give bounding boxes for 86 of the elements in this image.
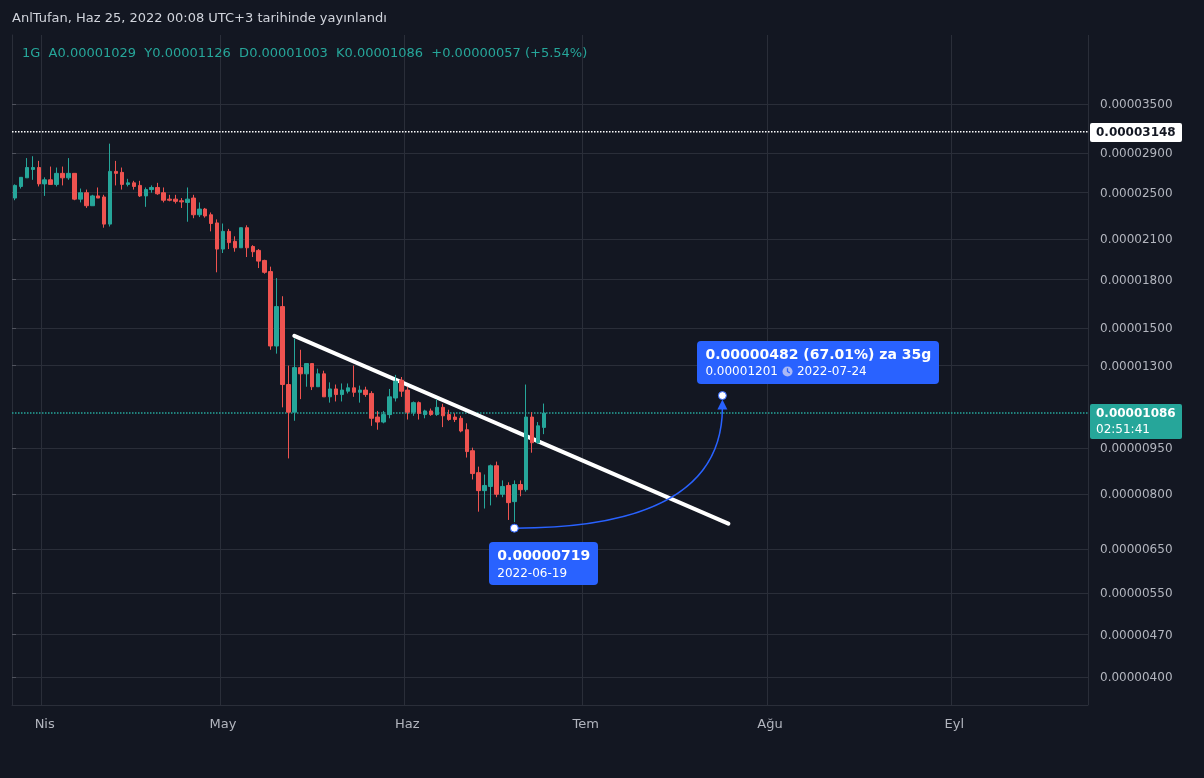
y-tick-label: 0.00000550 (1100, 585, 1173, 600)
candlestick (203, 207, 207, 219)
annotation: 0.00000482 (67.01%) za 35g (705, 344, 932, 364)
candlestick (78, 188, 83, 203)
y-tick-label: 0.00001500 (1100, 320, 1173, 335)
candlestick (90, 194, 95, 207)
candlestick (138, 180, 142, 198)
x-tick-label: Nis (34, 716, 55, 731)
candlestick (185, 186, 190, 223)
y-tick-label: 0.00003500 (1100, 96, 1173, 111)
candlestick (215, 218, 219, 273)
candlestick (227, 228, 231, 250)
candlestick (304, 363, 309, 388)
y-tick-label: 0.00002900 (1100, 146, 1173, 161)
candlestick (328, 381, 332, 404)
candlestick (37, 160, 41, 187)
candlestick (512, 479, 517, 523)
candlestick (322, 370, 326, 398)
text: 02:51:41 (1096, 421, 1151, 438)
candlestick (453, 412, 457, 423)
candlestick (459, 415, 463, 433)
candlestick (500, 479, 505, 498)
candlestick (310, 363, 314, 391)
y-tick-label: 0.00000470 (1100, 627, 1173, 642)
candlestick (352, 365, 356, 398)
candlestick (96, 186, 100, 199)
candlestick (358, 385, 362, 404)
x-tick-label: Ağu (757, 716, 783, 731)
candlestick (42, 176, 47, 197)
candlestick (54, 167, 59, 187)
candlestick (126, 178, 130, 187)
candlestick (19, 176, 23, 190)
candlestick (191, 194, 196, 219)
x-tick-label: Haz (395, 716, 420, 731)
candlestick (60, 166, 65, 186)
candlestick (102, 194, 106, 229)
annotation: 0.00001201 (705, 363, 778, 380)
annotation: 0.00000719 (497, 546, 591, 566)
candlestick (132, 180, 136, 191)
y-tick-label: 0.00000400 (1100, 670, 1173, 685)
candlestick (274, 277, 279, 355)
annotation: 2022-07-24 (796, 363, 867, 380)
candlestick (298, 349, 303, 400)
y-tick-label: 0.00000950 (1100, 441, 1173, 456)
candlestick (245, 224, 249, 258)
candlestick (417, 400, 421, 421)
candlestick (66, 157, 71, 181)
candlestick (530, 411, 534, 454)
ref-line-label: 0.00003148 (1096, 124, 1176, 141)
candlestick (441, 403, 445, 428)
candlestick (346, 382, 350, 394)
candlestick (209, 211, 213, 232)
candlestick (233, 235, 237, 253)
candlestick (239, 227, 243, 249)
candlestick (221, 223, 225, 254)
y-tick-label: 0.00001800 (1100, 272, 1173, 287)
x-tick-label: Tem (571, 716, 599, 731)
candlestick (334, 384, 338, 402)
candlestick (31, 155, 35, 181)
y-tick-label: 0.00000800 (1100, 486, 1173, 501)
candlestick (429, 408, 433, 417)
candlestick (108, 143, 112, 228)
candlestick (84, 189, 89, 209)
candlestick (494, 461, 499, 498)
candlestick (316, 368, 320, 388)
candlestick (447, 409, 451, 422)
annotation: 2022-06-19 (497, 565, 568, 582)
candlestick (536, 421, 540, 445)
y-tick-label: 0.00002500 (1100, 185, 1173, 200)
candlestick (120, 167, 124, 191)
ref-line-label: 0.00001086 (1096, 406, 1176, 422)
candlestick (197, 201, 202, 218)
candlestick (518, 479, 523, 497)
text: 1G A0.00001029 Y0.00001126 D0.00001003 K0.00001086 +0.00000057 (+5.54%) (22, 45, 588, 60)
candlestick (340, 382, 344, 402)
y-tick-label: 0.00000650 (1100, 541, 1173, 556)
chart-title: AnlTufan, Haz 25, 2022 00:08 UTC+3 tarihinde yayınlandı (12, 10, 387, 25)
candlestick (114, 160, 118, 186)
candlestick (506, 481, 511, 521)
candlestick (72, 172, 77, 201)
x-tick-label: Eyl (944, 716, 965, 731)
candlestick (48, 166, 53, 185)
y-tick-label: 0.00001300 (1100, 358, 1173, 373)
candlestick (25, 157, 29, 179)
y-tick-label: 0.00002100 (1100, 231, 1173, 246)
x-tick-label: May (209, 716, 237, 731)
